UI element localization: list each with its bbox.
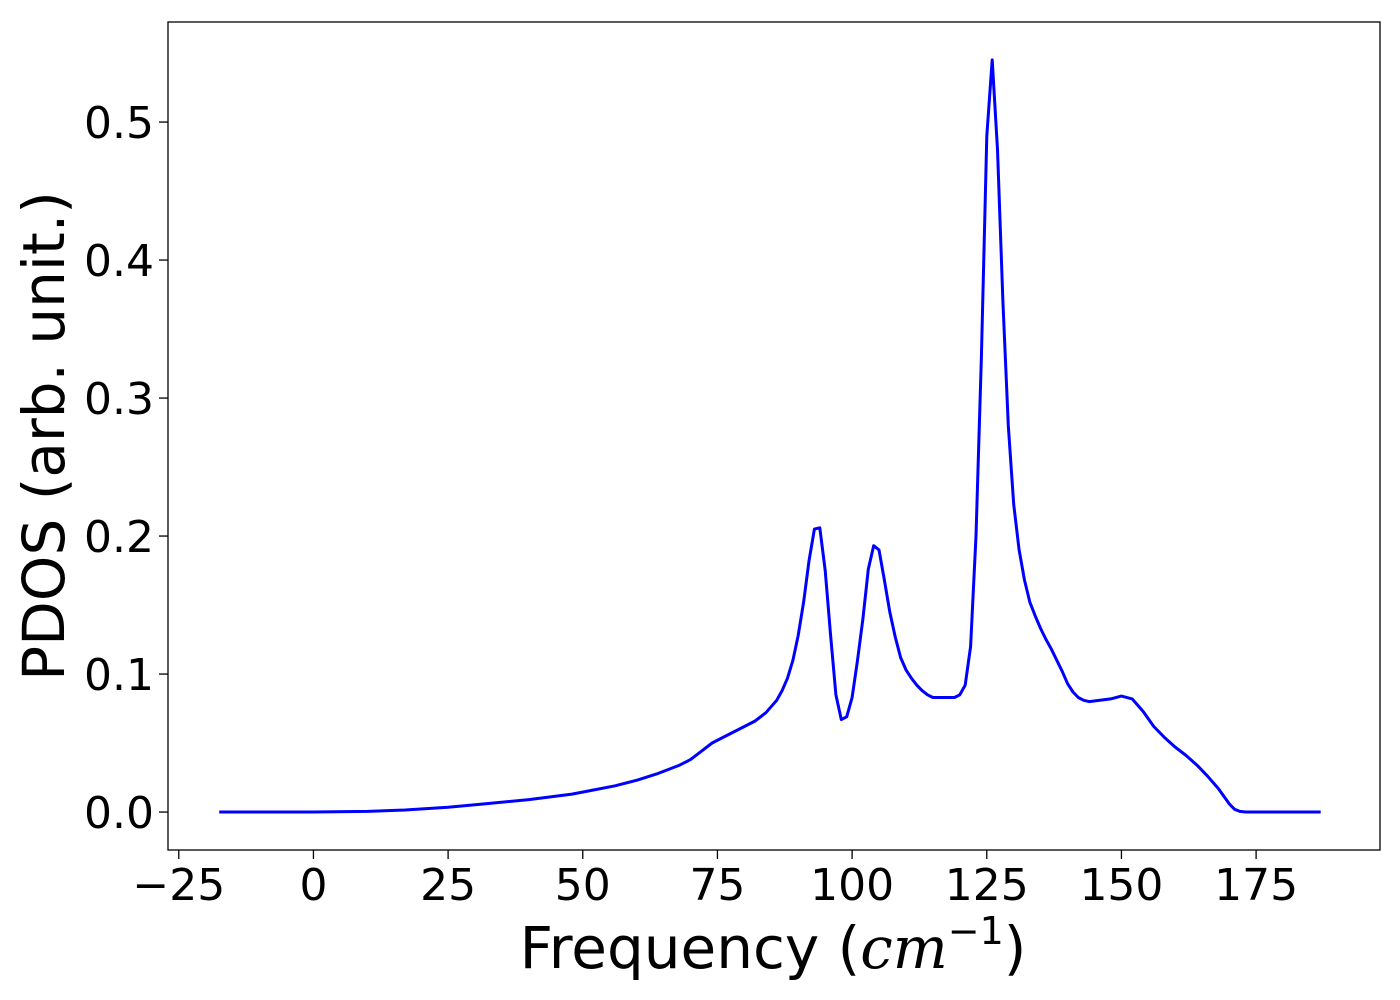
x-tick-label: 50 (555, 860, 611, 911)
x-tick-label: 100 (810, 860, 894, 911)
y-tick-label: 0.4 (84, 236, 154, 287)
x-tick-label: −25 (132, 860, 225, 911)
x-tick-label: 25 (420, 860, 476, 911)
x-tick-label: 125 (945, 860, 1029, 911)
x-axis-label: Frequency (cm−1) (520, 909, 1027, 982)
x-tick-label: 175 (1214, 860, 1298, 911)
x-axis-unit-exp: −1 (948, 909, 1004, 953)
y-tick-label: 0.5 (84, 98, 154, 149)
x-axis-unit-base: cm (860, 914, 947, 982)
x-axis-label-open-paren: ( (819, 914, 860, 982)
ticks-layer: −25 0 25 50 75 100 125 150 175 0.0 0.1 0.2 0.3 0.4 0.5 (84, 98, 1298, 911)
y-tick-label: 0.1 (84, 650, 154, 701)
y-axis-label: PDOS (arb. unit.) (10, 191, 78, 681)
y-tick-label: 0.0 (84, 788, 154, 839)
y-tick-label: 0.2 (84, 512, 154, 563)
y-tick-label: 0.3 (84, 374, 154, 425)
series-line (219, 58, 1321, 814)
x-tick-label: 150 (1079, 860, 1163, 911)
x-axis-label-text: Frequency (520, 914, 820, 982)
plot-frame (167, 21, 1381, 851)
x-axis-label-close-paren: ) (1004, 914, 1027, 982)
x-tick-label: 0 (299, 860, 327, 911)
x-tick-label: 75 (689, 860, 745, 911)
